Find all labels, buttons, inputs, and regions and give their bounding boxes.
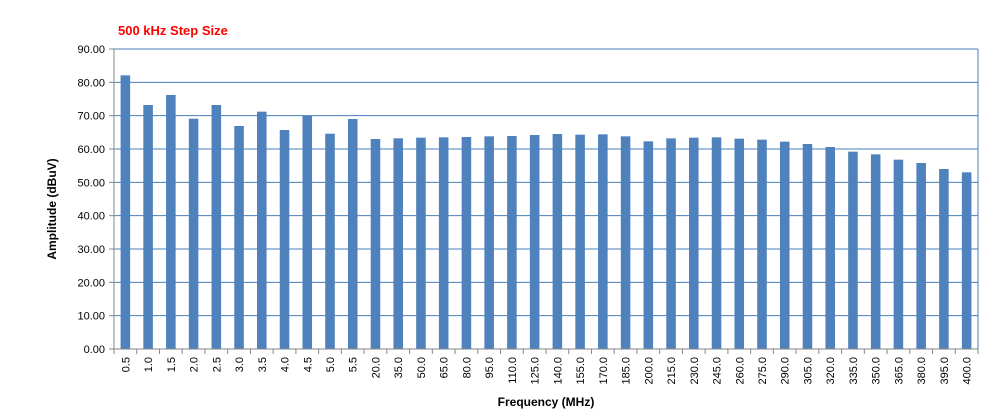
- x-tick-label: 2.5: [211, 357, 223, 372]
- x-tick-label: 35.0: [393, 357, 405, 378]
- x-tick-label: 1.0: [143, 357, 155, 372]
- bar: [461, 137, 472, 349]
- bar: [438, 137, 449, 349]
- x-tick-label: 1.5: [166, 357, 178, 372]
- y-tick-label: 80.00: [77, 77, 105, 89]
- x-tick-label: 245.0: [712, 357, 724, 385]
- bar: [484, 136, 494, 349]
- x-tick-label: 3.0: [234, 357, 246, 372]
- y-axis-label: Amplitude (dBuV): [45, 158, 59, 259]
- bar: [893, 159, 904, 349]
- y-tick-label: 0.00: [84, 344, 105, 356]
- x-tick-label: 4.5: [302, 357, 314, 372]
- x-tick-label: 275.0: [757, 357, 769, 385]
- x-tick-label: 80.0: [461, 357, 473, 378]
- x-tick-label: 140.0: [552, 357, 564, 385]
- x-tick-label: 335.0: [848, 357, 860, 385]
- bar: [347, 119, 358, 349]
- bar: [598, 134, 608, 349]
- bar: [643, 141, 654, 349]
- x-tick-label: 5.5: [348, 357, 360, 372]
- x-tick-label: 230.0: [689, 357, 701, 385]
- bar: [166, 95, 176, 349]
- bar: [120, 75, 131, 349]
- bar: [507, 136, 517, 349]
- x-tick-label: 2.0: [189, 357, 201, 372]
- x-tick-label: 20.0: [370, 357, 382, 378]
- y-tick-label: 20.00: [77, 277, 105, 289]
- y-tick-label: 60.00: [77, 144, 105, 156]
- x-tick-label: 65.0: [439, 357, 451, 378]
- bar: [302, 115, 313, 350]
- bar: [870, 154, 881, 349]
- x-tick-label: 395.0: [939, 357, 951, 385]
- x-tick-label: 155.0: [575, 357, 587, 385]
- bar: [689, 137, 699, 349]
- bar: [825, 147, 835, 349]
- bar: [552, 134, 563, 349]
- x-tick-label: 400.0: [962, 357, 974, 385]
- y-tick-label: 30.00: [77, 244, 105, 256]
- bar: [734, 138, 745, 349]
- x-tick-label: 365.0: [893, 357, 905, 385]
- y-tick-label: 70.00: [77, 111, 105, 123]
- bar: [234, 126, 244, 349]
- x-axis-label: Frequency (MHz): [498, 395, 595, 409]
- y-tick-label: 40.00: [77, 211, 105, 223]
- bar: [711, 137, 722, 349]
- x-tick-label: 320.0: [825, 357, 837, 385]
- x-tick-label: 260.0: [734, 357, 746, 385]
- bar: [848, 151, 858, 349]
- x-tick-label: 95.0: [484, 357, 496, 378]
- x-tick-label: 3.5: [257, 357, 269, 372]
- x-tick-label: 350.0: [871, 357, 883, 385]
- x-tick-label: 110.0: [507, 357, 519, 384]
- bar: [916, 163, 926, 349]
- bar: [211, 105, 222, 349]
- x-axis-ticks: 0.5 1.0 1.5 2.0 2.5 3.0 3.5 4.0 4.5 5.0 5.5 20.0 35.…: [113, 349, 979, 385]
- bar: [802, 144, 813, 349]
- bar: [279, 130, 290, 349]
- x-tick-label: 185.0: [621, 357, 633, 385]
- y-axis-ticks: 0.00 10.00 20.00 30.00 40.00 50.00 60.00 70.00 8…: [77, 44, 114, 356]
- y-tick-label: 10.00: [77, 311, 105, 323]
- bar: [393, 138, 403, 349]
- y-tick-label: 50.00: [77, 177, 105, 189]
- y-tick-label: 90.00: [77, 44, 105, 56]
- bar: [416, 137, 426, 349]
- bar: [325, 133, 335, 349]
- bar: [575, 134, 585, 349]
- x-tick-label: 200.0: [643, 357, 655, 385]
- x-tick-label: 170.0: [598, 357, 610, 385]
- bar: [188, 118, 199, 350]
- x-tick-label: 5.0: [325, 357, 337, 372]
- bar: [779, 141, 790, 349]
- x-tick-label: 50.0: [416, 357, 428, 378]
- x-tick-label: 305.0: [802, 357, 814, 385]
- bar: [666, 138, 676, 349]
- bar: [757, 139, 767, 349]
- bar: [620, 136, 631, 349]
- bar: [257, 111, 267, 350]
- bar: [370, 139, 381, 349]
- x-tick-label: 4.0: [280, 357, 292, 372]
- bar: [143, 105, 153, 349]
- x-tick-label: 125.0: [530, 357, 542, 385]
- bar: [529, 135, 540, 349]
- x-tick-label: 290.0: [780, 357, 792, 385]
- bar: [939, 169, 949, 349]
- bar: [961, 172, 972, 349]
- x-tick-label: 215.0: [666, 357, 678, 385]
- x-tick-label: 380.0: [916, 357, 928, 385]
- x-tick-label: 0.5: [120, 357, 132, 372]
- bars: [120, 75, 972, 350]
- chart-title: 500 kHz Step Size: [118, 23, 228, 38]
